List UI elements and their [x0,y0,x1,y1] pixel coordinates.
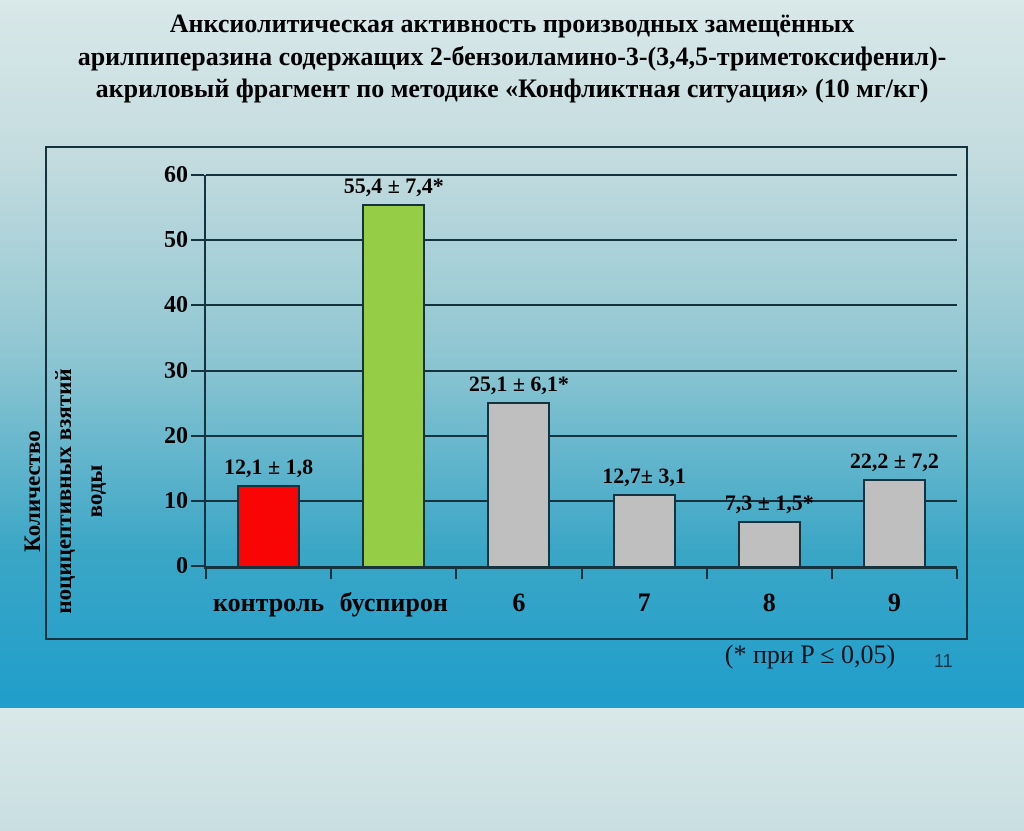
bar-контроль[interactable] [237,485,301,566]
x-axis-tick-5 [830,569,833,579]
y-axis-tick-label-20: 20 [164,422,188,449]
x-axis-tick-6 [956,569,958,579]
bar-value-label-6: 25,1 ± 6,1* [468,371,569,397]
y-axis-tick-label-10: 10 [164,487,188,514]
bar-буспирон[interactable] [362,203,426,566]
plot-area: 0 10 20 30 40 50 60 12,1 ± 1,8 контроль 55,4 ± 7,… [164,162,958,617]
y-axis-tick-40 [191,304,204,307]
chart-frame: Количество ноцицептивных взятий воды 0 10… [20,146,968,640]
significance-note: (* при P ≤ 0,05) [724,640,896,669]
y-axis-title-line2: ноцицептивных взятий [51,368,77,614]
y-axis-tick-label-30: 30 [164,357,188,384]
y-axis-tick-20 [191,434,204,437]
gridline-10 [206,499,957,502]
bar-value-label-контроль: 12,1 ± 1,8 [224,454,314,480]
bar-7[interactable] [612,494,676,566]
y-axis-tick-label-40: 40 [164,292,188,319]
x-axis-category-9: 9 [887,588,901,617]
y-axis-tick-label-60: 60 [164,162,188,188]
bar-8[interactable] [737,521,801,566]
gridline-40 [206,304,957,307]
bar-value-label-7: 12,7± 3,1 [602,463,686,489]
y-axis-tick-label-50: 50 [164,227,188,254]
bar-value-label-8: 7,3 ± 1,5* [724,490,814,516]
y-axis-tick-0 [191,565,204,567]
x-axis-tick-3 [580,569,583,579]
x-axis-tick-0 [205,569,207,579]
x-axis-category-6: 6 [512,588,526,617]
slide-title: Анксиолитическая активность производных … [77,9,947,103]
gridline-50 [206,239,957,242]
y-axis-tick-30 [191,369,204,372]
x-axis-tick-2 [455,569,458,579]
page-number: 11 [934,651,953,671]
y-axis-title: Количество ноцицептивных взятий воды [17,151,147,831]
x-axis-tick-1 [330,569,333,579]
bar-value-label-9: 22,2 ± 7,2 [849,447,939,473]
gridline-30 [206,369,957,372]
y-axis-title-line3: воды [82,464,108,518]
bar-6[interactable] [487,402,551,566]
x-axis-category-7: 7 [637,588,651,617]
bar-9[interactable] [862,478,926,566]
y-axis-tick-label-0: 0 [176,553,188,579]
y-axis-title-line1: Количество [20,430,45,552]
x-axis-tick-4 [705,569,708,579]
gridline-60 [206,174,957,176]
y-axis-tick-60 [191,174,204,176]
x-axis-category-контроль: контроль [213,588,325,617]
x-axis-category-буспирон: буспирон [339,588,448,617]
y-axis-tick-10 [191,499,204,502]
x-axis-category-8: 8 [762,588,776,617]
bar-value-label-буспирон: 55,4 ± 7,4* [343,172,444,198]
gridline-20 [206,434,957,437]
y-axis-tick-50 [191,239,204,242]
